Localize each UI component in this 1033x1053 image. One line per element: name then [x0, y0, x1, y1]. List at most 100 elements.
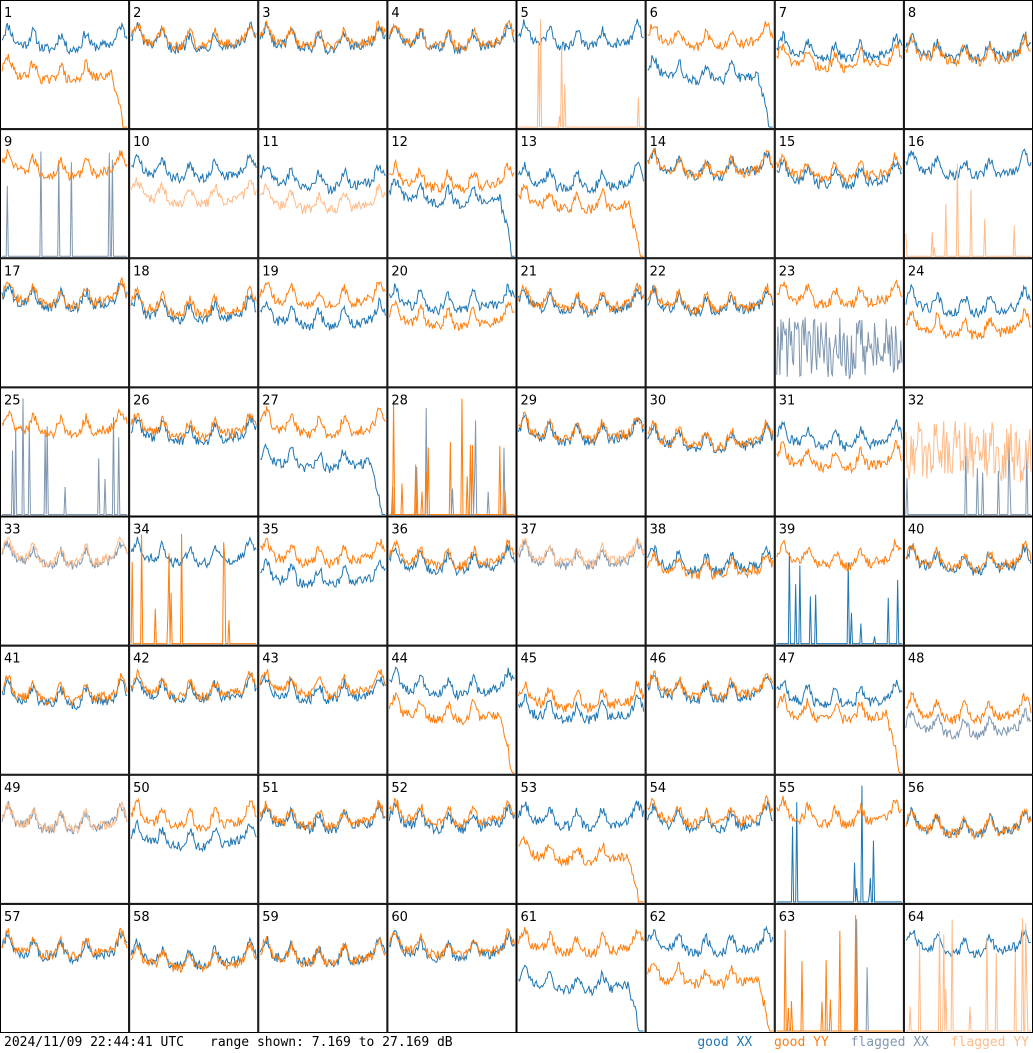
panel-36: 36: [387, 516, 517, 646]
panel-label: 63: [779, 910, 796, 925]
panel-label: 64: [908, 910, 925, 925]
panel-label: 47: [779, 652, 796, 667]
panel-label: 58: [133, 910, 150, 925]
series-yy-line: [776, 795, 903, 830]
panel-label: 22: [650, 264, 667, 279]
panel-12: 12: [387, 129, 517, 259]
series-yy-line: [776, 439, 903, 474]
panel-frame: [258, 903, 388, 1033]
panel-49: 49: [0, 774, 130, 904]
series-yy-line: [1, 277, 128, 312]
panel-label: 4: [391, 6, 399, 21]
panel-label: 16: [908, 135, 925, 150]
series-xx-line: [647, 147, 774, 182]
series-yy-line: [518, 536, 645, 569]
panel-label: 5: [521, 6, 529, 21]
series-yy-line: [647, 21, 774, 52]
panel-41: 41: [0, 645, 130, 775]
panel-51: 51: [258, 774, 388, 904]
series-yy-line: [130, 413, 257, 442]
series-yy-line: [260, 936, 386, 968]
panel-16: 16: [903, 129, 1033, 259]
series-xx-line: [905, 148, 1032, 181]
panel-frame: [387, 387, 517, 517]
series-yy-line: [518, 926, 645, 959]
legend: good XX good YY flagged XX flagged YY: [683, 1033, 1029, 1053]
panel-label: 60: [391, 910, 408, 925]
footer: 2024/11/09 22:44:41 UTC range shown: 7.1…: [0, 1033, 1033, 1053]
series-xx-line: [130, 672, 257, 704]
series-xx-line: [388, 543, 515, 577]
panel-6: 6: [645, 0, 775, 130]
series-yy-line: [776, 693, 902, 774]
series-xx-line: [905, 283, 1032, 319]
series-yy-line: [389, 398, 515, 515]
panel-frame: [0, 645, 130, 775]
panel-21: 21: [516, 258, 646, 388]
panel-1: 1: [0, 0, 130, 130]
panel-frame: [774, 774, 904, 904]
panel-18: 18: [129, 258, 259, 388]
series-xx-line: [518, 18, 644, 51]
panel-label: 9: [4, 135, 12, 150]
panel-frame: [645, 387, 775, 517]
panel-frame: [516, 645, 646, 775]
panel-label: 54: [650, 781, 667, 796]
series-yy-line: [776, 915, 902, 1032]
panel-frame: [258, 516, 388, 646]
series-yy-line: [388, 299, 515, 332]
panel-frame: [387, 0, 517, 130]
panel-37: 37: [516, 516, 646, 646]
series-xx-line: [259, 296, 386, 331]
panel-frame: [129, 387, 259, 517]
series-yy-line: [776, 41, 903, 74]
series-xx-line: [776, 317, 903, 380]
panel-13: 13: [516, 129, 646, 259]
series-xx-line: [776, 552, 902, 645]
panel-frame: [258, 774, 388, 904]
series-xx-line: [518, 161, 645, 194]
panel-64: 64: [903, 903, 1033, 1033]
panel-frame: [0, 774, 130, 904]
panel-frame: [516, 387, 646, 517]
series-xx-line: [518, 693, 645, 725]
panel-38: 38: [645, 516, 775, 646]
panel-label: 1: [4, 6, 12, 21]
panel-label: 24: [908, 264, 925, 279]
legend-good-yy: good YY: [773, 1035, 829, 1050]
series-yy-line: [647, 961, 773, 1032]
panel-56: 56: [903, 774, 1033, 904]
series-yy-line: [518, 282, 645, 315]
series-xx-line: [1, 931, 128, 966]
panel-7: 7: [774, 0, 904, 130]
series-yy-line: [518, 411, 645, 445]
panel-label: 34: [133, 523, 150, 538]
series-xx-line: [389, 929, 515, 963]
panel-frame: [0, 129, 130, 259]
series-xx-line: [776, 679, 903, 709]
panel-label: 44: [391, 652, 408, 667]
panel-frame: [387, 129, 517, 259]
panel-label: 39: [779, 523, 796, 538]
series-yy-line: [776, 539, 903, 572]
panel-28: 28: [387, 387, 517, 517]
panel-label: 42: [133, 652, 150, 667]
panel-label: 61: [521, 910, 538, 925]
panel-60: 60: [387, 903, 517, 1033]
series-yy-line: [388, 539, 515, 572]
series-yy-line: [130, 23, 257, 52]
panel-14: 14: [645, 129, 775, 259]
series-yy-line: [1, 408, 128, 440]
panel-label: 43: [262, 652, 279, 667]
panel-label: 50: [133, 781, 150, 796]
series-yy-line: [647, 146, 774, 181]
series-xx-line: [389, 407, 515, 515]
panel-35: 35: [258, 516, 388, 646]
panel-label: 27: [262, 393, 279, 408]
panel-frame: [0, 0, 130, 130]
panel-frame: [258, 0, 388, 130]
series-yy-line: [647, 550, 774, 581]
panel-frame: [129, 516, 259, 646]
panel-59: 59: [258, 903, 388, 1033]
